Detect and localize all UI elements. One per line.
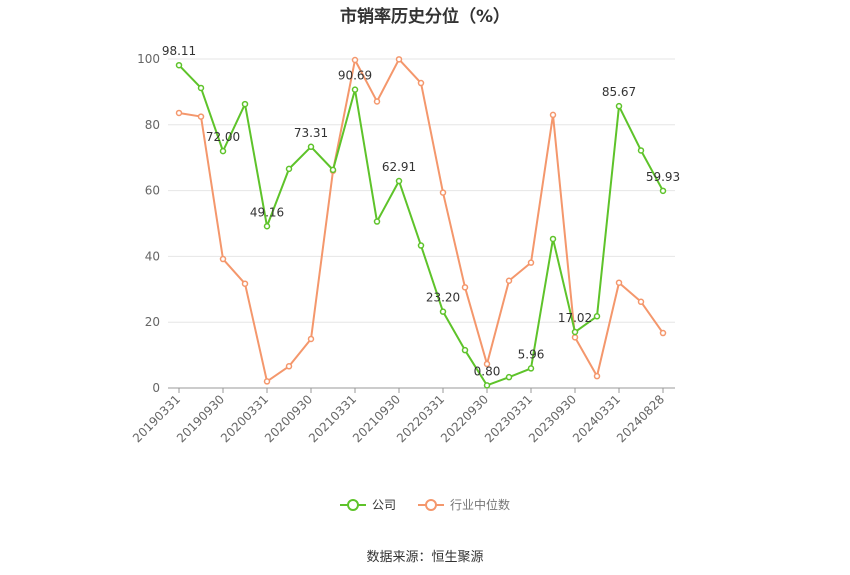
series-line-industry-median (178, 58, 664, 383)
legend: 公司 行业中位数 (0, 496, 850, 513)
data-point-company (307, 143, 315, 151)
data-point-industry-median (571, 334, 579, 341)
data-point-industry-median (285, 363, 293, 370)
y-tick-label: 0 (152, 381, 160, 395)
data-point-company (461, 346, 469, 354)
data-label: 49.16 (250, 205, 284, 219)
data-point-industry-median (461, 284, 469, 291)
y-tick-label: 40 (145, 249, 160, 263)
y-tick-label: 20 (145, 315, 160, 329)
data-point-company (329, 166, 337, 174)
data-point-industry-median (219, 255, 227, 263)
data-point-company (571, 328, 579, 336)
data-label: 5.96 (518, 347, 545, 361)
data-point-industry-median (263, 378, 271, 385)
data-point-company (593, 313, 601, 320)
data-label: 0.80 (474, 364, 501, 378)
data-point-industry-median (549, 111, 557, 119)
legend-company-label: 公司 (371, 498, 396, 512)
data-point-company (527, 365, 535, 372)
legend-item-industry-median[interactable]: 行业中位数 (418, 496, 510, 513)
data-point-company (505, 373, 513, 381)
data-point-industry-median (527, 259, 535, 266)
data-point-company (615, 102, 623, 110)
data-label: 17.02 (558, 311, 592, 325)
data-point-industry-median (505, 277, 513, 284)
data-point-company (197, 84, 205, 92)
data-point-company (219, 147, 227, 155)
data-label: 98.11 (162, 44, 196, 58)
data-point-company (241, 100, 249, 108)
data-point-company (483, 382, 491, 389)
data-point-industry-median (373, 98, 381, 105)
legend-industry-median-label: 行业中位数 (450, 498, 511, 512)
data-label: 73.31 (294, 126, 328, 140)
chart-title: 市销率历史分位（%） (339, 7, 511, 27)
data-point-company (659, 187, 667, 195)
y-tick-label: 80 (145, 118, 160, 132)
x-tick-label: 20240828 (614, 392, 667, 445)
data-point-industry-median (395, 56, 403, 63)
data-point-company (395, 177, 403, 185)
data-point-industry-median (351, 56, 359, 64)
data-point-industry-median (175, 109, 183, 117)
data-point-industry-median (483, 360, 491, 368)
data-point-industry-median (197, 113, 205, 120)
data-point-company (549, 235, 557, 243)
series-line-company (178, 64, 664, 387)
data-label: 59.93 (646, 170, 680, 184)
data-label: 90.69 (338, 69, 372, 83)
data-point-industry-median (615, 279, 623, 286)
data-point-industry-median (241, 280, 249, 287)
legend-industry-marker (418, 498, 444, 511)
data-point-company (175, 61, 183, 69)
source-note: 数据来源：恒生聚源 (366, 550, 484, 565)
data-label: 23.20 (426, 291, 460, 305)
y-tick-label: 100 (137, 52, 160, 66)
data-point-company (285, 165, 293, 173)
data-label: 62.91 (382, 160, 416, 174)
data-label: 72.00 (206, 130, 240, 144)
data-point-company (417, 242, 425, 249)
data-point-industry-median (307, 335, 315, 343)
data-point-industry-median (659, 329, 667, 337)
data-point-company (351, 86, 359, 93)
data-label: 85.67 (602, 85, 636, 99)
data-point-industry-median (439, 189, 447, 196)
data-point-industry-median (593, 372, 601, 380)
y-tick-label: 60 (145, 184, 160, 198)
data-point-company (263, 223, 271, 230)
legend-item-company[interactable]: 公司 (339, 496, 396, 513)
data-point-company (439, 308, 447, 315)
data-point-industry-median (637, 298, 645, 306)
data-point-company (373, 218, 381, 225)
legend-company-marker (339, 498, 366, 511)
data-point-company (637, 147, 645, 154)
data-point-industry-median (417, 79, 425, 87)
